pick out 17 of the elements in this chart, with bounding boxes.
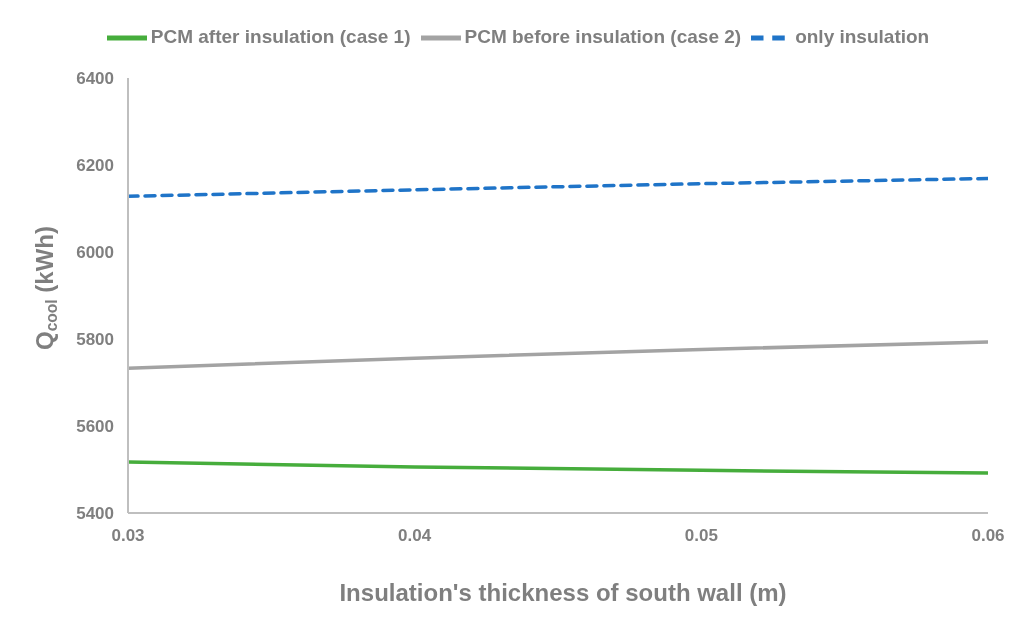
x-tick-label: 0.06 — [971, 526, 1005, 546]
y-tick-label: 5400 — [76, 504, 114, 524]
y-tick-label: 6000 — [76, 243, 114, 263]
line-series — [128, 340, 988, 370]
y-tick-label: 6400 — [76, 69, 114, 89]
y-tick-label: 5800 — [76, 330, 114, 350]
x-axis-title: Insulation's thickness of south wall (m) — [339, 579, 787, 606]
y-tick-label: 6200 — [76, 156, 114, 176]
x-tick-label: 0.03 — [111, 526, 145, 546]
x-tick-label: 0.05 — [684, 526, 718, 546]
y-tick-label: 5600 — [76, 417, 114, 437]
line-series — [128, 460, 988, 475]
legend-label: PCM before insulation (case 2) — [464, 26, 742, 48]
legend-label: PCM after insulation (case 1) — [150, 26, 411, 48]
x-tick-label: 0.04 — [398, 526, 432, 546]
line-series — [128, 176, 988, 199]
legend-label: only insulation — [795, 26, 930, 48]
